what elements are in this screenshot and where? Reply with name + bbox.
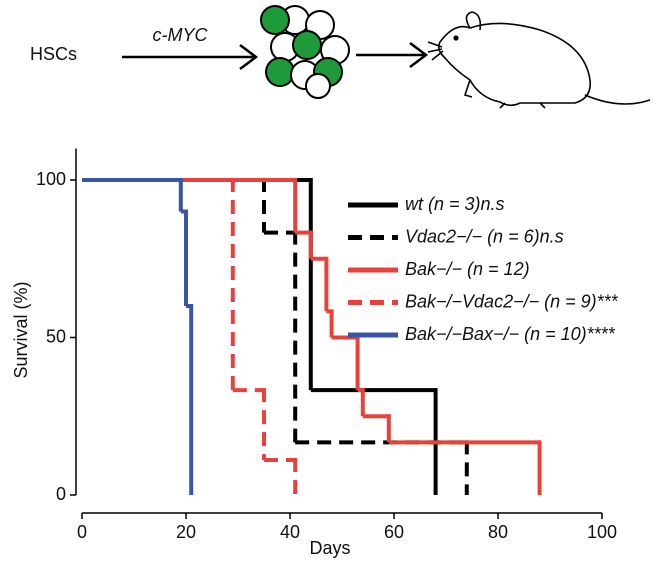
x-tick-label: 100 (587, 522, 617, 542)
mouse (427, 11, 651, 109)
legend-label: Bak−/− (n = 12) (405, 259, 530, 279)
legend-label: Bak−/−Vdac2−/− (n = 9)*** (405, 291, 619, 311)
cells (260, 5, 350, 99)
y-axis-label: Survival (%) (11, 281, 31, 378)
y-tick-label: 100 (36, 169, 66, 189)
legend-label: Bak−/−Bax−/− (n = 10)**** (405, 324, 616, 344)
legend-label: Vdac2−/− (n = 6)n.s (405, 226, 564, 246)
x-axis-label: Days (309, 538, 350, 558)
y-tick-label: 0 (56, 484, 66, 504)
x-tick-label: 40 (280, 522, 300, 542)
schematic: HSCs c-MYC (30, 5, 651, 109)
x-tick-label: 0 (77, 522, 87, 542)
chart: Days Survival (%) 0 50 100 0 20 40 60 80 100 wt (… (11, 148, 619, 558)
x-tick-label: 20 (176, 522, 196, 542)
x-tick-label: 60 (384, 522, 404, 542)
arrow (122, 44, 259, 70)
arrow (356, 42, 429, 68)
x-tick-label: 80 (488, 522, 508, 542)
y-tick-label: 50 (46, 326, 66, 346)
source-label: HSCs (30, 44, 77, 64)
legend-label: wt (n = 3)n.s (405, 194, 505, 214)
arrow-label: c-MYC (153, 25, 209, 45)
